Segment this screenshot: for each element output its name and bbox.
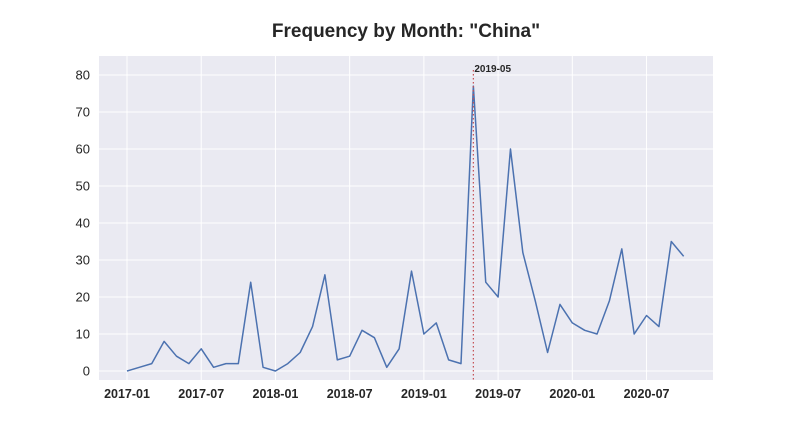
x-tick-label: 2019-07 (475, 387, 521, 401)
x-tick-label: 2020-01 (549, 387, 595, 401)
annotation: 2019-05 (472, 64, 511, 380)
x-tick-label: 2018-01 (253, 387, 299, 401)
y-tick-label: 40 (76, 216, 90, 231)
x-tick-label: 2018-07 (327, 387, 373, 401)
series-line (126, 85, 685, 372)
x-tick-label: 2020-07 (624, 387, 670, 401)
x-tick-label: 2017-01 (104, 387, 150, 401)
x-tick-label: 2019-01 (401, 387, 447, 401)
grid-lines (99, 56, 713, 380)
y-tick-label: 60 (76, 142, 90, 157)
chart-marks (126, 85, 685, 372)
y-tick-label: 20 (76, 290, 90, 305)
y-tick-label: 50 (76, 179, 90, 194)
x-tick-label: 2017-07 (178, 387, 224, 401)
x-axis-ticks: 2017-01 2017-07 2018-01 2018-07 2019-01 2019-… (104, 387, 669, 401)
plot-area (99, 56, 713, 380)
y-tick-label: 10 (76, 327, 90, 342)
y-axis-ticks: 0 10 20 30 40 50 60 70 80 (76, 68, 90, 379)
y-tick-label: 70 (76, 105, 90, 120)
y-tick-label: 0 (83, 364, 90, 379)
chart-title: Frequency by Month: "China" (272, 21, 540, 42)
y-tick-label: 80 (76, 68, 90, 83)
y-tick-label: 30 (76, 253, 90, 268)
annotation-label: 2019-05 (474, 64, 511, 75)
